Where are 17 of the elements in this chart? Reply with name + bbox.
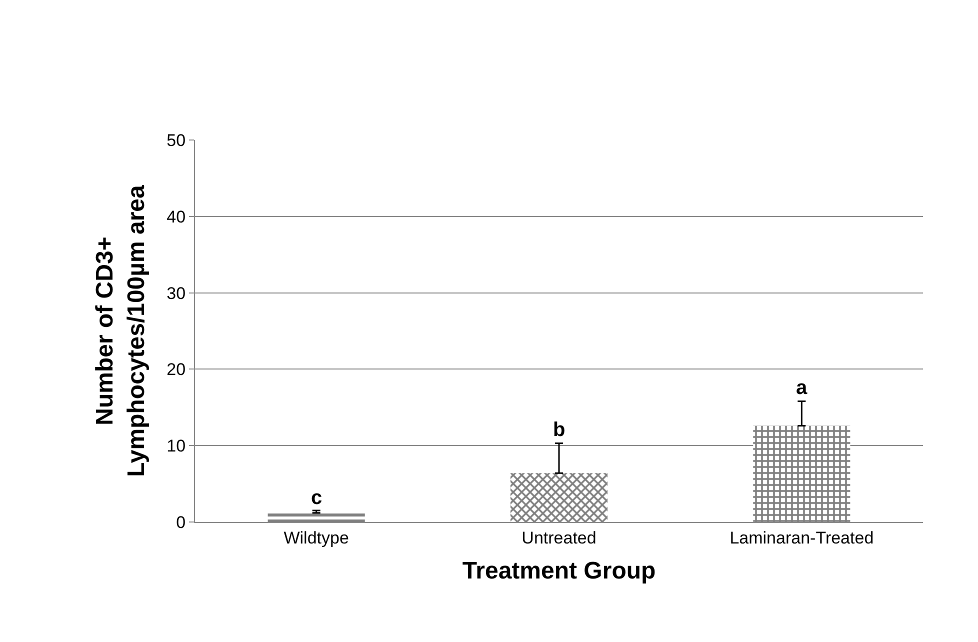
x-tick-label: Wildtype bbox=[284, 528, 349, 548]
x-tick-label: Untreated bbox=[522, 528, 596, 548]
bar bbox=[753, 426, 850, 522]
y-tick-label: 20 bbox=[166, 360, 186, 380]
y-tick-label: 50 bbox=[166, 130, 186, 150]
bar bbox=[268, 512, 365, 522]
y-tick-label: 30 bbox=[166, 284, 186, 303]
bar bbox=[510, 473, 608, 522]
x-tick-label: Laminaran-Treated bbox=[730, 528, 874, 548]
y-tick-label: 40 bbox=[166, 207, 186, 226]
y-tick-label: 0 bbox=[176, 512, 186, 532]
annotation: b bbox=[553, 419, 566, 441]
annotation: c bbox=[311, 487, 322, 509]
x-axis-title: Treatment Group bbox=[462, 558, 656, 585]
y-tick-label: 10 bbox=[166, 436, 186, 456]
y-axis-title: Number of CD3+ Lymphocytes/100µm area bbox=[92, 184, 150, 477]
annotation: a bbox=[796, 377, 808, 399]
